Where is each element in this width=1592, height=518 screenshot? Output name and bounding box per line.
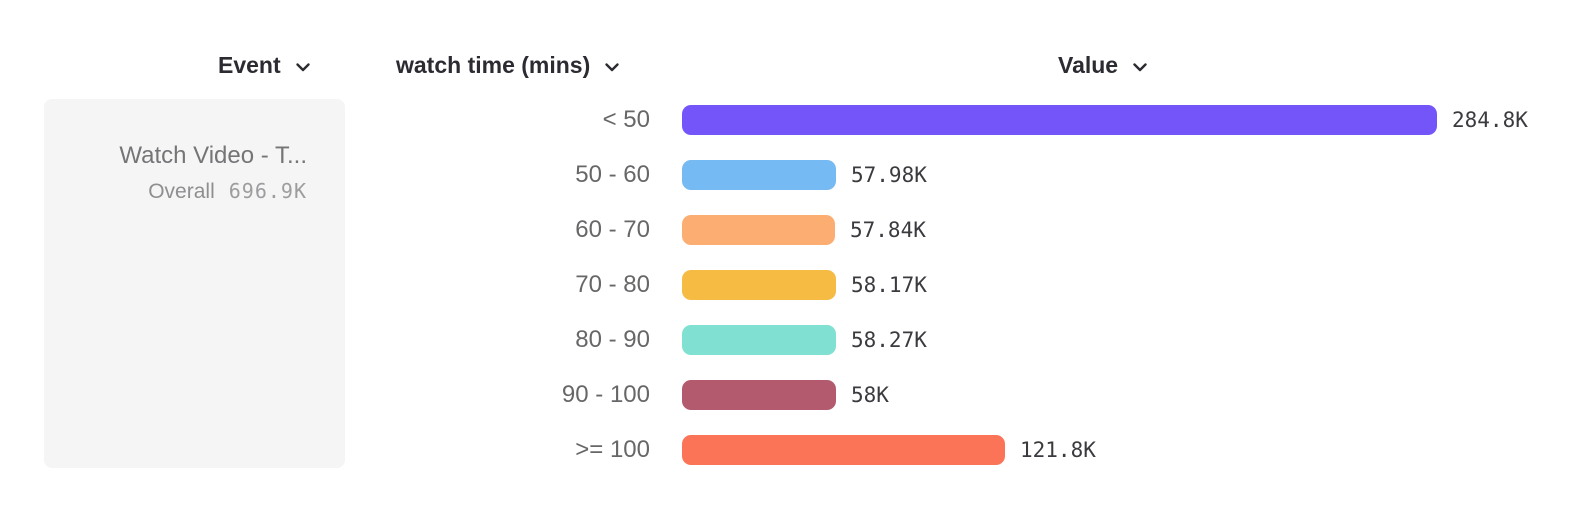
chevron-down-icon — [1133, 62, 1147, 71]
bar-area: 57.84K — [682, 214, 1592, 245]
bar-value-label: 58.27K — [851, 327, 927, 352]
bar-value-label: 57.84K — [850, 217, 926, 242]
chart-row: 70 - 80 58.17K — [0, 257, 1592, 312]
chevron-down-icon — [605, 62, 619, 71]
event-overall: Overall 696.9K — [60, 179, 307, 204]
chart-row: 90 - 100 58K — [0, 367, 1592, 422]
category-label: 80 - 90 — [575, 325, 650, 353]
overall-value: 696.9K — [228, 179, 307, 203]
bar-area: 57.98K — [682, 159, 1592, 190]
bar-value-label: 284.8K — [1452, 107, 1528, 132]
bar-area: 121.8K — [682, 434, 1592, 465]
bar[interactable] — [682, 104, 1437, 135]
event-title: Watch Video - T... — [119, 142, 307, 169]
column-header-value[interactable]: Value — [1058, 50, 1150, 80]
chevron-down-icon — [295, 62, 310, 71]
bar-chart: < 50 284.8K 50 - 60 57.98K 60 - 70 57.84K 70 -… — [0, 92, 1592, 477]
bar-area: 284.8K — [682, 104, 1592, 135]
column-header-event-label: Event — [218, 51, 281, 78]
overall-label: Overall — [148, 180, 215, 203]
chart-row: >= 100 121.8K — [0, 422, 1592, 477]
bar[interactable] — [682, 159, 836, 190]
bar-value-label: 121.8K — [1020, 437, 1096, 462]
bar[interactable] — [682, 434, 1005, 465]
bar-value-label: 57.98K — [851, 162, 927, 187]
bar-value-label: 58.17K — [851, 272, 927, 297]
column-header-breakdown[interactable]: watch time (mins) — [396, 50, 622, 80]
bar-area: 58.27K — [682, 324, 1592, 355]
chart-row: 50 - 60 57.98K — [0, 147, 1592, 202]
bar-area: 58.17K — [682, 269, 1592, 300]
bar[interactable] — [682, 214, 835, 245]
chart-row: < 50 284.8K — [0, 92, 1592, 147]
category-label: 90 - 100 — [561, 380, 650, 408]
column-header-event[interactable]: Event — [218, 50, 313, 80]
category-label: >= 100 — [575, 435, 650, 463]
category-label: < 50 — [602, 105, 650, 133]
chart-row: 80 - 90 58.27K — [0, 312, 1592, 367]
category-label: 70 - 80 — [575, 270, 650, 298]
bar[interactable] — [682, 324, 836, 355]
column-header-value-label: Value — [1058, 51, 1119, 78]
bar[interactable] — [682, 379, 836, 410]
column-header-breakdown-label: watch time (mins) — [396, 51, 591, 78]
bar-value-label: 58K — [851, 382, 889, 407]
category-label: 60 - 70 — [575, 215, 650, 243]
event-card[interactable]: Watch Video - T... Overall 696.9K — [44, 99, 345, 468]
chart-row: 60 - 70 57.84K — [0, 202, 1592, 257]
bar-area: 58K — [682, 379, 1592, 410]
bar[interactable] — [682, 269, 836, 300]
category-label: 50 - 60 — [575, 160, 650, 188]
